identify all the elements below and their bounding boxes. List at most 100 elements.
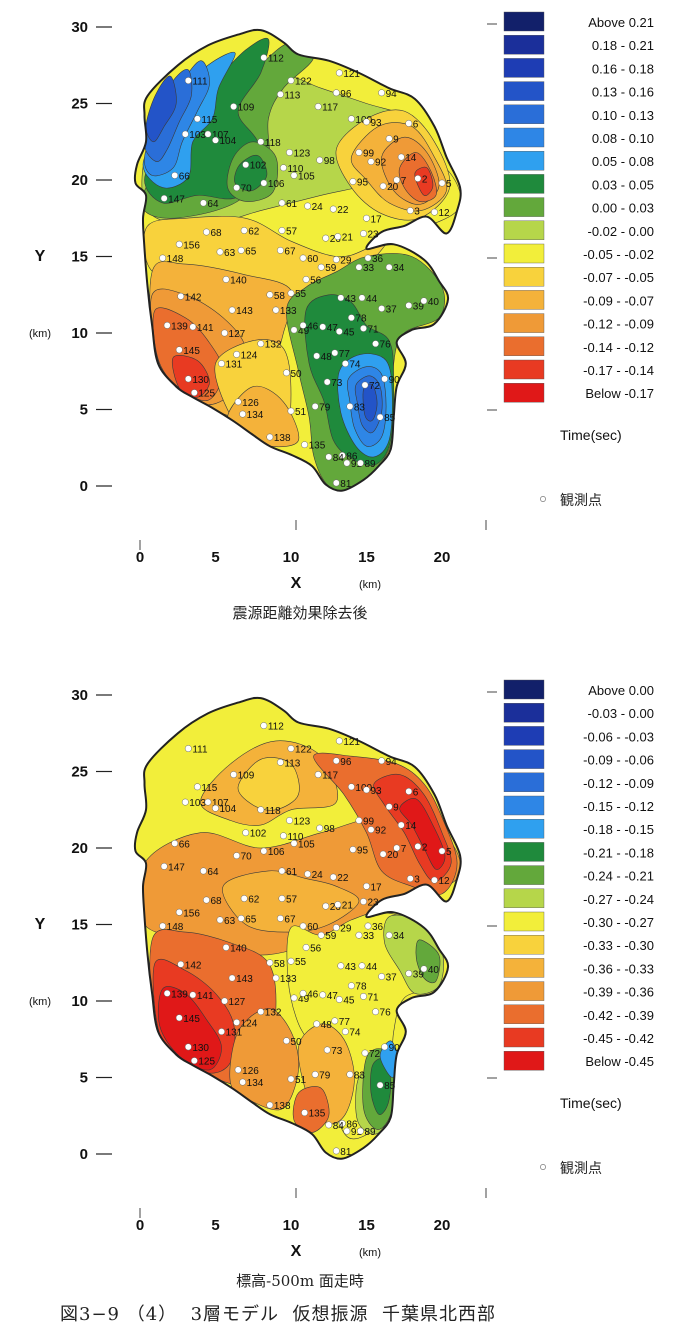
station-label: 9 (393, 803, 399, 814)
station-point (381, 1043, 389, 1051)
station-label: 93 (371, 786, 383, 797)
station-point (222, 276, 230, 283)
station-label: 70 (241, 184, 253, 195)
station-point (299, 321, 307, 329)
region-outline (133, 28, 462, 492)
legend-label: -0.06 - -0.03 (583, 729, 654, 744)
legend-label: -0.42 - -0.39 (583, 1008, 654, 1023)
legend: Above 0.00 -0.03 - 0.00 -0.06 - -0.03 -0.09… (503, 679, 654, 1071)
station-point (397, 821, 405, 829)
station-point (347, 982, 355, 990)
station-point (385, 263, 393, 271)
station-label: 104 (220, 136, 237, 147)
station-point (360, 992, 367, 1000)
legend-label: 0.05 - 0.08 (592, 154, 654, 169)
station-point (361, 1049, 369, 1057)
station-point (276, 914, 284, 922)
legend-label: -0.45 - -0.42 (583, 1031, 654, 1046)
station-point (218, 360, 225, 368)
legend-swatch (503, 772, 545, 793)
station-point (438, 179, 446, 187)
station-label: 50 (290, 1037, 302, 1048)
station-point (314, 103, 322, 111)
station-point (266, 433, 274, 441)
station-label: 117 (322, 103, 338, 114)
station-label: 40 (428, 965, 440, 976)
station-label: 46 (307, 989, 319, 1000)
station-point (313, 1020, 321, 1028)
x-axis-unit: (km) (359, 579, 381, 591)
station-label: 145 (183, 346, 200, 357)
station-label: 34 (393, 931, 405, 942)
station-point (319, 991, 327, 999)
station-point (190, 389, 198, 397)
legend-swatch (503, 958, 545, 978)
station-point (286, 817, 293, 824)
station-point (221, 329, 229, 337)
station-label: 131 (226, 1028, 243, 1039)
station-label: 44 (366, 294, 378, 305)
y-tick-label: 10 (71, 325, 88, 342)
station-point (337, 962, 345, 970)
station-label: 21 (342, 901, 354, 912)
station-point (240, 895, 248, 902)
station-point (364, 254, 372, 262)
station-point (325, 453, 333, 461)
legend-swatch (503, 336, 545, 356)
station-label: 124 (241, 350, 258, 361)
legend-swatch (503, 197, 545, 217)
station-label: 86 (346, 1119, 358, 1130)
station-point (329, 205, 337, 213)
station-label: 107 (212, 130, 229, 141)
station-label: 50 (290, 369, 302, 380)
observation-key-label: 観測点 (560, 1160, 602, 1177)
station-point (184, 1043, 192, 1051)
station-point (163, 321, 171, 329)
station-point (431, 876, 438, 884)
station-label: 89 (364, 459, 376, 470)
legend: Above 0.21 0.18 - 0.21 0.16 - 0.18 0.13 - 0… (503, 11, 654, 403)
station-point (237, 914, 245, 922)
station-point (331, 1017, 339, 1025)
station-point (325, 1121, 333, 1129)
station-point (299, 989, 307, 997)
station-point (202, 228, 210, 236)
contour-zone (362, 383, 378, 422)
station-label: 91 (351, 1127, 363, 1138)
station-label: 92 (375, 158, 387, 169)
station-label: 51 (295, 407, 307, 418)
station-label: 73 (331, 1046, 343, 1057)
station-point (360, 324, 367, 332)
station-label: 63 (224, 916, 236, 927)
station-label: 59 (325, 263, 337, 274)
legend-swatch (503, 981, 545, 1001)
station-point (343, 459, 351, 467)
y-tick-label: 25 (71, 764, 88, 781)
station-point (311, 1070, 319, 1078)
legend-label: -0.12 - -0.09 (583, 776, 654, 791)
station-point (278, 199, 286, 207)
station-point (378, 973, 386, 980)
station-point (278, 227, 286, 234)
station-point (233, 350, 241, 358)
station-point (257, 806, 265, 814)
station-label: 143 (236, 974, 253, 985)
station-label: 34 (393, 263, 405, 274)
station-label: 56 (310, 943, 322, 954)
station-label: 26 (330, 234, 342, 245)
station-point (316, 824, 324, 832)
station-point (234, 398, 242, 406)
station-label: 156 (183, 240, 200, 251)
station-label: 66 (179, 839, 191, 850)
station-point (193, 115, 201, 123)
station-label: 103 (189, 130, 206, 141)
station-point (323, 1046, 331, 1054)
station-point (301, 1109, 309, 1117)
station-label: 71 (367, 324, 379, 335)
legend-swatch (503, 313, 545, 333)
station-point (363, 882, 370, 890)
station-point (319, 323, 327, 331)
station-point (290, 839, 298, 847)
legend-swatch (503, 703, 545, 723)
station-label: 122 (295, 745, 312, 756)
